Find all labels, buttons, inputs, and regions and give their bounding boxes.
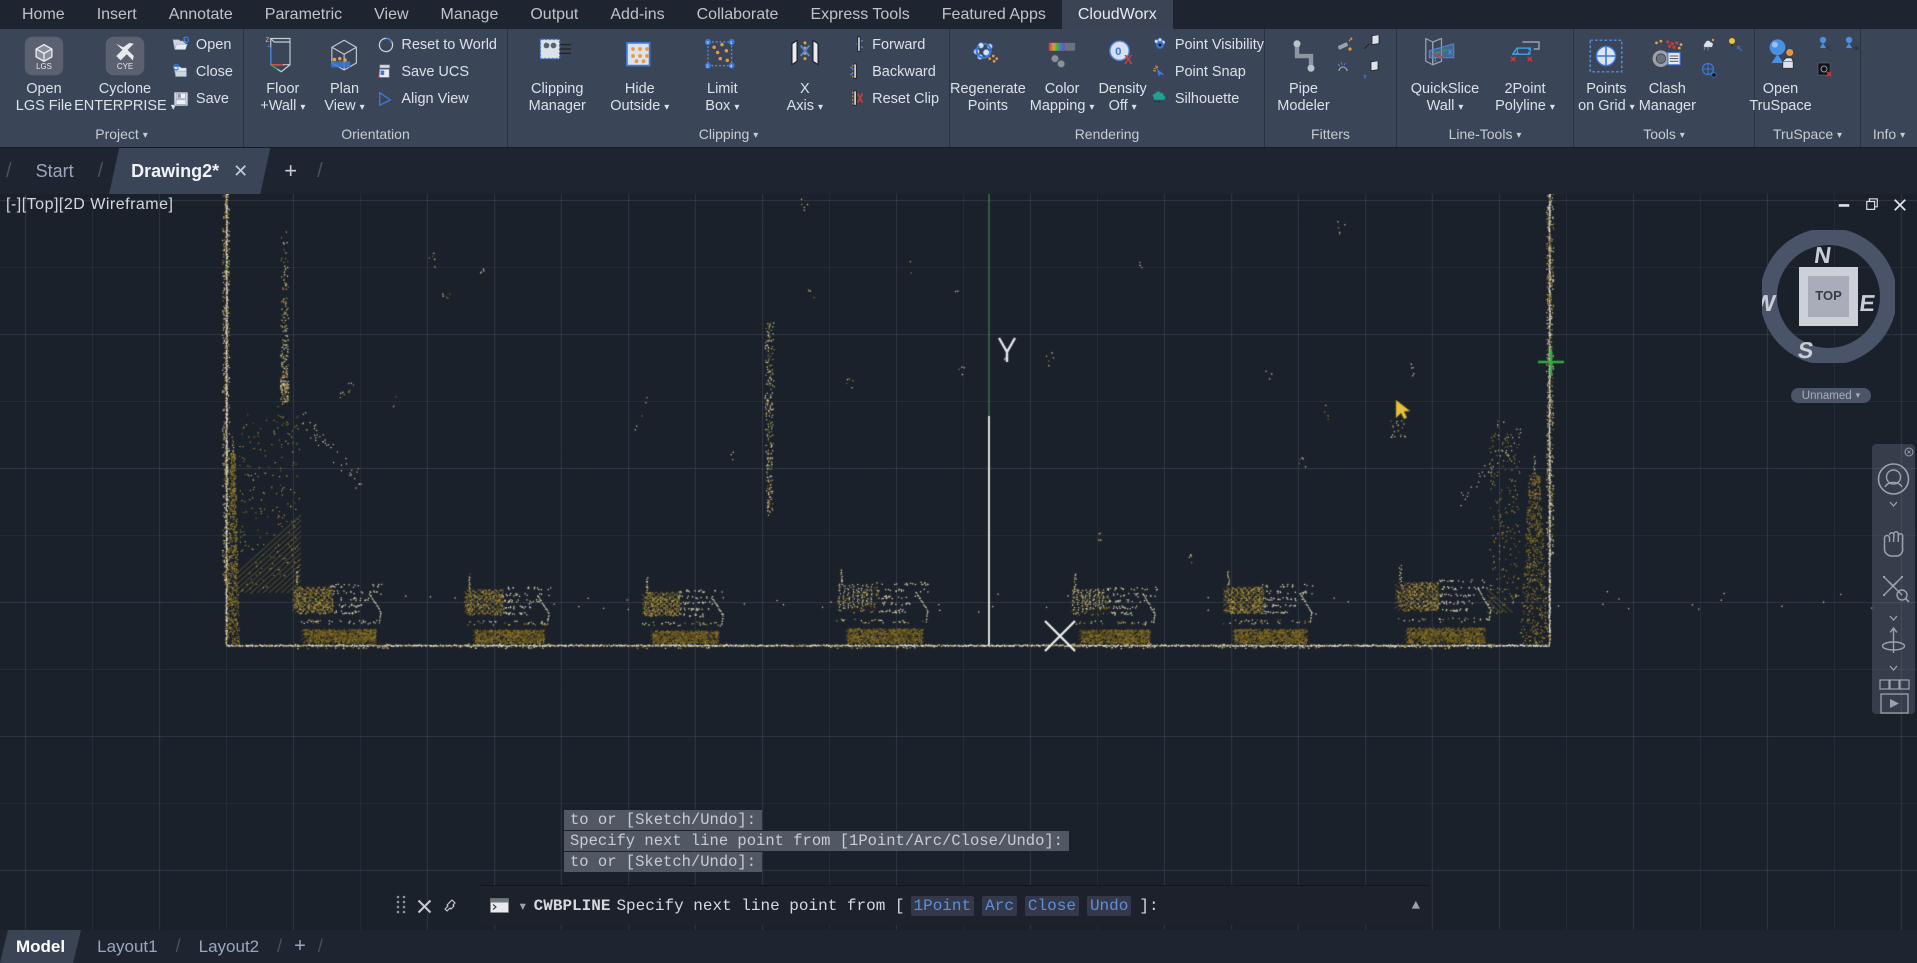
svg-text:2: 2 xyxy=(1528,48,1532,55)
svg-text:LGS: LGS xyxy=(36,62,52,71)
svg-text:X: X xyxy=(1448,49,1453,56)
svg-text:X: X xyxy=(1124,52,1133,67)
svg-text:+: + xyxy=(266,44,270,51)
svg-text:1: 1 xyxy=(1515,48,1519,55)
svg-text:CYE: CYE xyxy=(117,62,133,71)
svg-text:0: 0 xyxy=(1115,46,1121,58)
svg-text:Z: Z xyxy=(265,37,269,44)
svg-text:+: + xyxy=(284,62,288,69)
svg-text:1: 1 xyxy=(1434,56,1438,63)
